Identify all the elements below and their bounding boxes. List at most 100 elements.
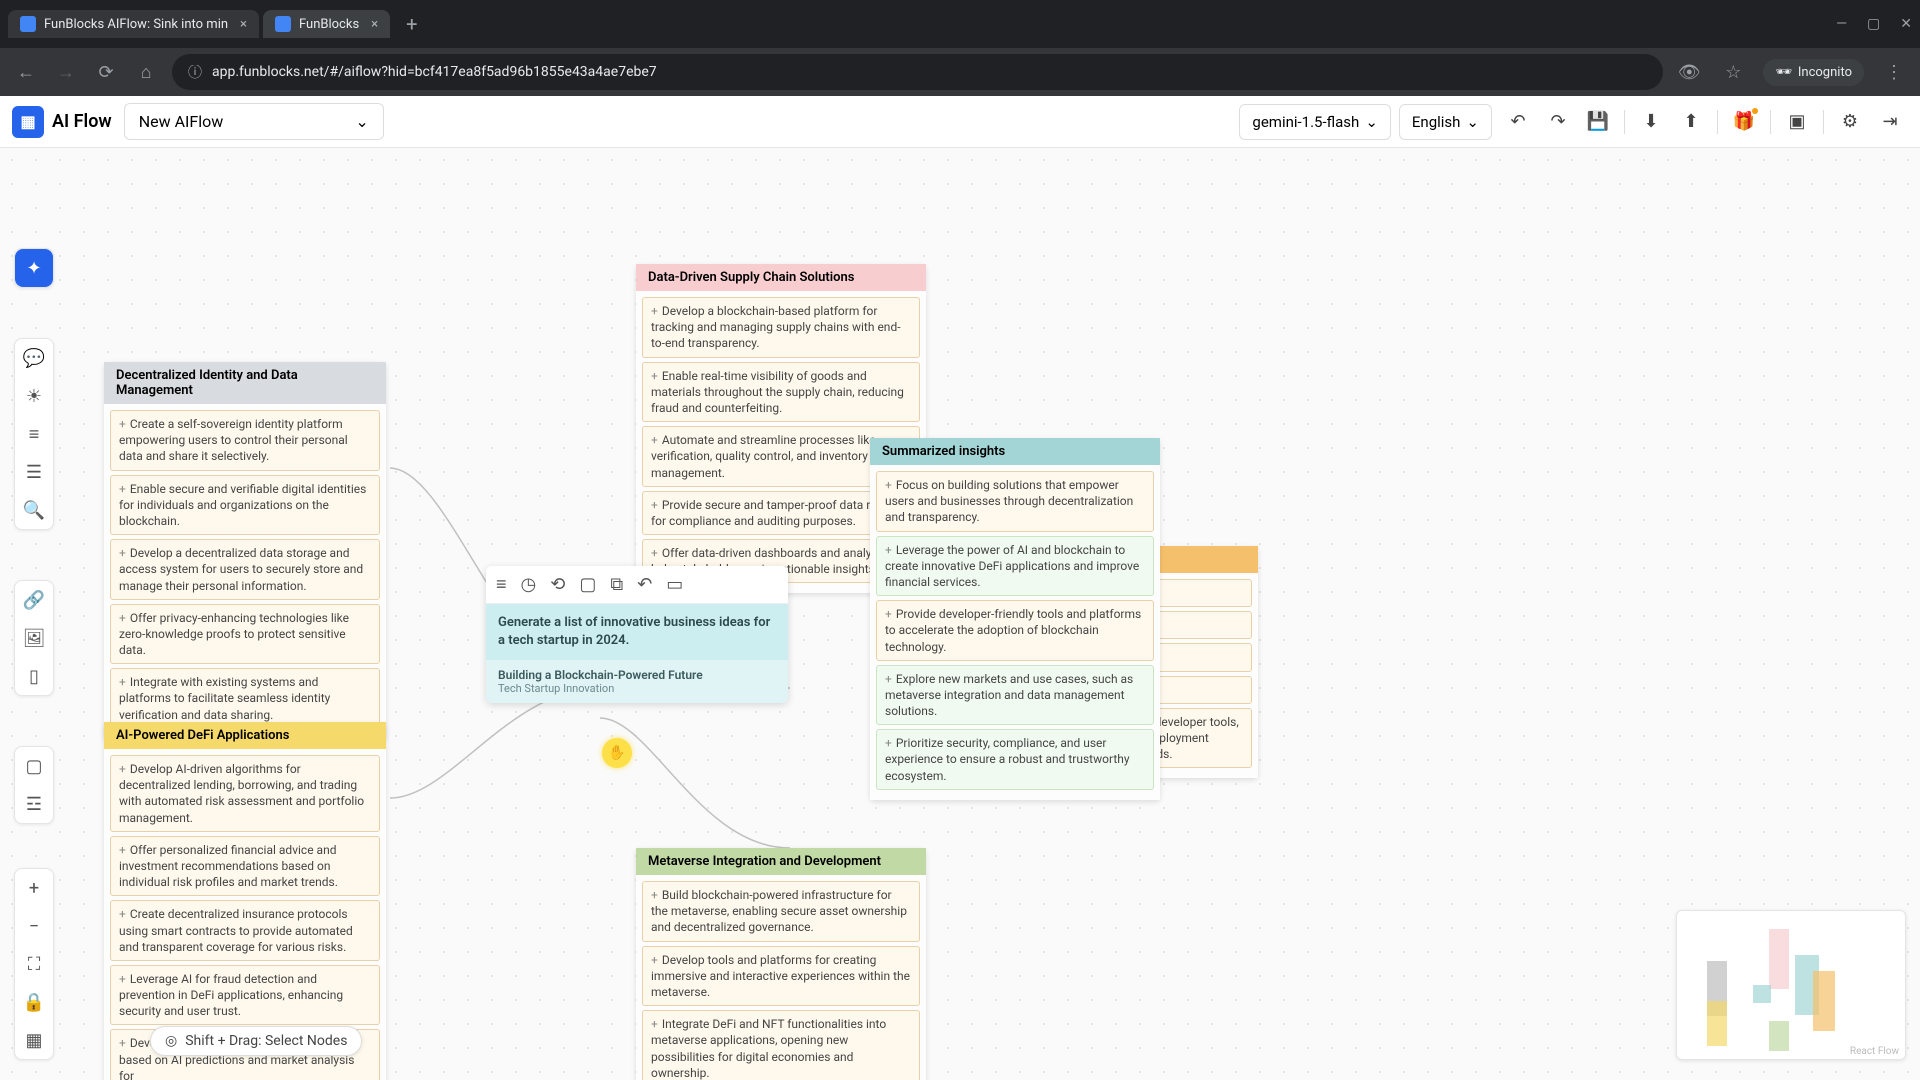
outline-icon[interactable]: ☰ — [15, 453, 53, 491]
upload-button[interactable]: ⬆ — [1673, 104, 1709, 140]
model-selector[interactable]: gemini-1.5-flash ⌄ — [1239, 104, 1390, 140]
tasks-icon[interactable]: ☲ — [15, 785, 53, 823]
card-title: Summarized insights — [870, 438, 1160, 465]
card-item[interactable]: +Leverage AI for fraud detection and pre… — [110, 965, 380, 1026]
hint-text: Shift + Drag: Select Nodes — [185, 1033, 347, 1049]
left-toolbar: ✦ 💬 ☀ ≡ ☰ 🔍 🔗 🖼 ▯ ▢ ☲ — [14, 248, 54, 824]
card-item[interactable]: +Prioritize security, compliance, and us… — [876, 729, 1154, 790]
app-logo[interactable]: ▦ — [12, 106, 44, 138]
forward-icon[interactable]: → — [52, 62, 80, 83]
card-item[interactable]: +Develop a blockchain-based platform for… — [642, 297, 920, 358]
flow-selector[interactable]: New AIFlow ⌄ — [124, 103, 384, 140]
card-metaverse[interactable]: Metaverse Integration and Development +B… — [636, 848, 926, 1080]
card-item[interactable]: +Focus on building solutions that empowe… — [876, 471, 1154, 532]
menu-icon[interactable]: ⋮ — [1880, 62, 1908, 83]
settings-button[interactable]: ⚙ — [1832, 104, 1868, 140]
comment-icon[interactable]: 💬 — [15, 339, 53, 377]
save-button[interactable]: 💾 — [1580, 104, 1616, 140]
home-icon[interactable]: ⌂ — [132, 62, 160, 83]
undo-icon[interactable]: ↶ — [637, 574, 652, 595]
lock-button[interactable]: 🔒 — [15, 983, 53, 1021]
link-icon[interactable]: 🔗 — [15, 581, 53, 619]
chevron-down-icon: ⌄ — [1365, 113, 1378, 131]
new-tab-button[interactable]: + — [394, 12, 429, 36]
note-icon[interactable]: ▢ — [15, 747, 53, 785]
card-item[interactable]: +Enable secure and verifiable digital id… — [110, 475, 380, 536]
card-title: Decentralized Identity and Data Manageme… — [104, 362, 386, 404]
incognito-badge[interactable]: 🕶 Incognito — [1763, 59, 1864, 86]
document-icon[interactable]: ▯ — [15, 657, 53, 695]
prompt-card[interactable]: ≡ ◷ ⟲ ▢ ⧉ ↶ ▭ Generate a list of innovat… — [486, 566, 788, 703]
eye-off-icon[interactable]: 👁 — [1675, 62, 1703, 83]
incognito-icon: 🕶 — [1775, 65, 1792, 80]
card-item[interactable]: +Develop tools and platforms for creatin… — [642, 946, 920, 1007]
tab-favicon — [275, 16, 291, 32]
close-window-icon[interactable]: ✕ — [1900, 16, 1912, 32]
browser-tab[interactable]: FunBlocks AIFlow: Sink into min × — [8, 10, 259, 38]
download-button[interactable]: ⬇ — [1633, 104, 1669, 140]
prompt-sub[interactable]: Building a Blockchain-Powered Future Tec… — [486, 660, 788, 703]
window-controls: — ▢ ✕ — [1836, 16, 1912, 32]
grid-button[interactable]: ▦ — [15, 1021, 53, 1059]
app-name: AI Flow — [52, 111, 112, 132]
browser-toolbar: ← → ⟳ ⌂ ⓘ app.funblocks.net/#/aiflow?hid… — [0, 48, 1920, 96]
undo-button[interactable]: ↶ — [1500, 104, 1536, 140]
note-icon[interactable]: ▢ — [579, 574, 596, 595]
card-item[interactable]: +Build blockchain-powered infrastructure… — [642, 881, 920, 942]
card-item[interactable]: +Explore new markets and use cases, such… — [876, 665, 1154, 726]
target-icon: ◎ — [165, 1033, 177, 1049]
menu-icon[interactable]: ≡ — [496, 574, 507, 595]
canvas[interactable]: Decentralized Identity and Data Manageme… — [0, 148, 1920, 1080]
url-bar[interactable]: ⓘ app.funblocks.net/#/aiflow?hid=bcf417e… — [172, 54, 1663, 90]
card-item[interactable]: +Offer personalized financial advice and… — [110, 836, 380, 897]
list-icon[interactable]: ≡ — [15, 415, 53, 453]
site-info-icon[interactable]: ⓘ — [188, 62, 202, 82]
bookmark-icon[interactable]: ☆ — [1719, 62, 1747, 83]
card-item[interactable]: +Integrate with existing systems and pla… — [110, 668, 380, 729]
card-item[interactable]: +Enable real-time visibility of goods an… — [642, 362, 920, 423]
fit-view-button[interactable]: ⛶ — [15, 945, 53, 983]
exit-button[interactable]: ⇥ — [1872, 104, 1908, 140]
browser-tab-strip: FunBlocks AIFlow: Sink into min × FunBlo… — [0, 0, 1920, 48]
language-selector[interactable]: English ⌄ — [1399, 104, 1492, 140]
browser-tab[interactable]: FunBlocks × — [263, 10, 390, 38]
cursor-indicator: ✋ — [602, 738, 632, 768]
tab-title: FunBlocks — [299, 17, 359, 32]
card-item[interactable]: +Develop a decentralized data storage an… — [110, 539, 380, 600]
prompt-sub-tag: Tech Startup Innovation — [498, 682, 776, 695]
panel-button[interactable]: ▣ — [1779, 104, 1815, 140]
refresh-icon[interactable]: ⟲ — [550, 574, 565, 595]
search-icon[interactable]: 🔍 — [15, 491, 53, 529]
clock-icon[interactable]: ◷ — [521, 574, 537, 595]
minimap[interactable]: React Flow — [1676, 910, 1906, 1060]
card-insights[interactable]: Summarized insights +Focus on building s… — [870, 438, 1160, 800]
card-item[interactable]: +Provide developer-friendly tools and pl… — [876, 600, 1154, 661]
card-item[interactable]: +Create decentralized insurance protocol… — [110, 900, 380, 961]
ai-tool-button[interactable]: ✦ — [15, 249, 53, 287]
card-title: Metaverse Integration and Development — [636, 848, 926, 875]
app-topbar: ▦ AI Flow New AIFlow ⌄ gemini-1.5-flash … — [0, 96, 1920, 148]
card-identity[interactable]: Decentralized Identity and Data Manageme… — [104, 362, 386, 739]
zoom-in-button[interactable]: + — [15, 869, 53, 907]
close-icon[interactable]: × — [240, 17, 247, 32]
maximize-icon[interactable]: ▢ — [1867, 16, 1880, 32]
card-item[interactable]: +Integrate DeFi and NFT functionalities … — [642, 1010, 920, 1080]
zoom-out-button[interactable]: − — [15, 907, 53, 945]
idea-icon[interactable]: ☀ — [15, 377, 53, 415]
gift-button[interactable]: 🎁 — [1726, 104, 1762, 140]
card-item[interactable]: +Leverage the power of AI and blockchain… — [876, 536, 1154, 597]
zoom-controls: + − ⛶ 🔒 ▦ — [14, 868, 54, 1060]
card-item[interactable]: +Offer privacy-enhancing technologies li… — [110, 604, 380, 665]
tab-title: FunBlocks AIFlow: Sink into min — [44, 17, 228, 32]
copy-icon[interactable]: ⧉ — [610, 574, 623, 595]
card-title: Data-Driven Supply Chain Solutions — [636, 264, 926, 291]
close-icon[interactable]: × — [371, 17, 378, 32]
export-icon[interactable]: ▭ — [666, 574, 683, 595]
card-item[interactable]: +Develop AI-driven algorithms for decent… — [110, 755, 380, 832]
minimize-icon[interactable]: — — [1836, 16, 1847, 32]
reload-icon[interactable]: ⟳ — [92, 62, 120, 83]
card-item[interactable]: +Create a self-sovereign identity platfo… — [110, 410, 380, 471]
back-icon[interactable]: ← — [12, 62, 40, 83]
image-icon[interactable]: 🖼 — [15, 619, 53, 657]
redo-button[interactable]: ↷ — [1540, 104, 1576, 140]
